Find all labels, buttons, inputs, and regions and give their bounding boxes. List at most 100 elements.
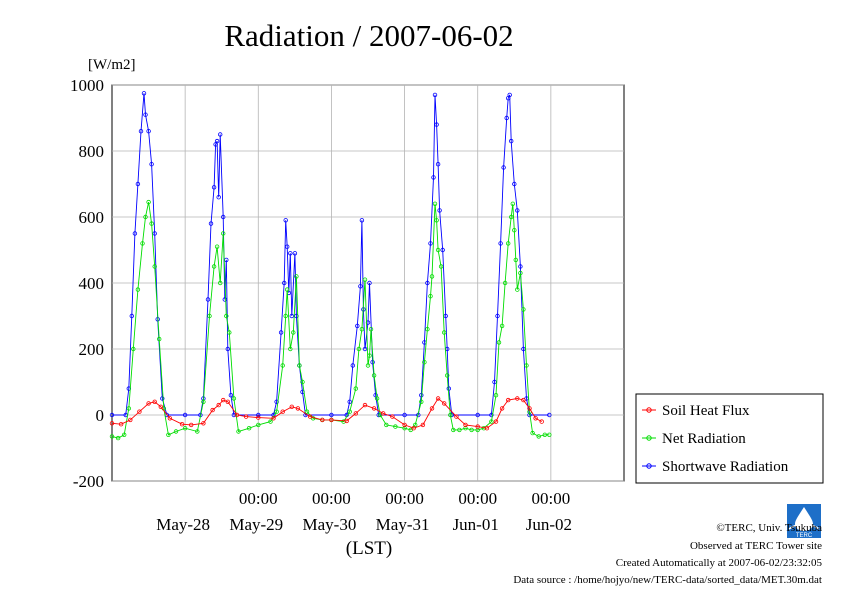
data-point xyxy=(188,422,194,428)
data-point xyxy=(344,418,349,424)
data-point xyxy=(216,194,221,200)
data-point xyxy=(166,432,171,437)
data-point xyxy=(515,396,520,401)
data-point xyxy=(304,409,310,414)
data-point xyxy=(217,132,223,137)
data-point xyxy=(300,379,305,385)
data-point xyxy=(362,402,368,408)
data-point xyxy=(211,185,217,190)
data-point xyxy=(329,412,334,418)
data-point xyxy=(362,277,368,282)
data-point xyxy=(499,323,505,329)
data-point xyxy=(504,115,509,121)
data-point xyxy=(515,208,520,213)
data-point xyxy=(484,426,490,431)
credit-created: Created Automatically at 2007-06-02/23:3… xyxy=(616,557,823,569)
date-label: May-29 xyxy=(229,515,283,534)
terc-logo: TERC xyxy=(787,504,821,539)
y-axis-unit: [W/m2] xyxy=(88,57,135,73)
data-point xyxy=(448,412,453,418)
data-point xyxy=(457,427,462,433)
data-point xyxy=(135,181,141,187)
data-point xyxy=(381,411,386,416)
data-point xyxy=(530,430,535,436)
data-point xyxy=(431,175,436,180)
data-point xyxy=(256,412,261,418)
data-point xyxy=(115,435,121,441)
series-line xyxy=(111,202,550,439)
data-point xyxy=(438,264,444,269)
data-point xyxy=(160,396,165,401)
data-point xyxy=(152,264,157,269)
data-point xyxy=(282,280,287,286)
data-point xyxy=(278,330,284,335)
data-point xyxy=(256,422,261,428)
date-label: Jun-02 xyxy=(526,515,572,534)
data-point xyxy=(509,214,514,220)
data-point xyxy=(167,416,173,421)
data-point xyxy=(536,434,541,439)
data-point xyxy=(370,360,375,365)
data-point xyxy=(274,409,279,414)
data-point xyxy=(179,422,185,427)
data-point xyxy=(451,427,456,433)
data-point xyxy=(225,346,230,352)
data-point xyxy=(402,422,407,428)
legend-label: Shortwave Radiation xyxy=(662,459,789,475)
data-point xyxy=(141,91,147,96)
x-tick-label: 00:00 xyxy=(531,489,570,508)
legend-swatch-marker xyxy=(646,435,652,441)
data-point xyxy=(506,397,511,403)
legend-swatch-marker xyxy=(646,463,652,469)
data-point xyxy=(429,274,435,279)
data-point xyxy=(285,244,290,249)
data-point xyxy=(156,336,162,342)
data-point xyxy=(367,353,372,358)
y-tick-label: 0 xyxy=(96,406,105,425)
data-point xyxy=(297,363,302,368)
data-point xyxy=(210,407,215,413)
data-point xyxy=(280,363,285,368)
y-tick-label: 600 xyxy=(79,208,105,227)
data-point xyxy=(149,221,154,226)
logo-text: TERC xyxy=(796,533,813,539)
data-point xyxy=(384,422,389,428)
data-point xyxy=(493,419,499,424)
data-point xyxy=(268,419,273,424)
data-point xyxy=(173,429,179,434)
data-point xyxy=(294,274,299,279)
y-tick-label: 800 xyxy=(79,142,105,161)
data-point xyxy=(225,399,230,404)
data-point xyxy=(419,399,424,404)
data-point xyxy=(402,412,407,418)
data-point xyxy=(208,221,214,226)
data-point xyxy=(146,401,151,406)
data-point xyxy=(547,432,552,437)
data-point xyxy=(434,122,439,127)
data-point xyxy=(493,393,499,398)
data-point xyxy=(329,417,334,423)
data-point xyxy=(521,307,526,312)
data-point xyxy=(518,264,523,269)
data-point xyxy=(289,404,294,409)
data-point xyxy=(422,360,427,365)
date-label: Jun-01 xyxy=(453,515,499,534)
data-point xyxy=(521,397,526,403)
data-point xyxy=(355,323,360,329)
data-point xyxy=(109,421,115,426)
data-point xyxy=(507,92,512,98)
data-point xyxy=(542,432,547,437)
data-point xyxy=(527,406,532,411)
data-point xyxy=(518,270,523,276)
data-point xyxy=(371,373,377,378)
data-point xyxy=(152,399,157,404)
x-tick-label: 00:00 xyxy=(458,489,497,508)
data-point xyxy=(222,297,227,302)
data-point xyxy=(216,402,221,408)
date-label: May-30 xyxy=(303,515,357,534)
data-point xyxy=(440,247,445,253)
data-point xyxy=(283,313,288,319)
legend-box xyxy=(635,393,824,484)
data-point xyxy=(207,313,212,319)
data-point xyxy=(271,416,276,421)
